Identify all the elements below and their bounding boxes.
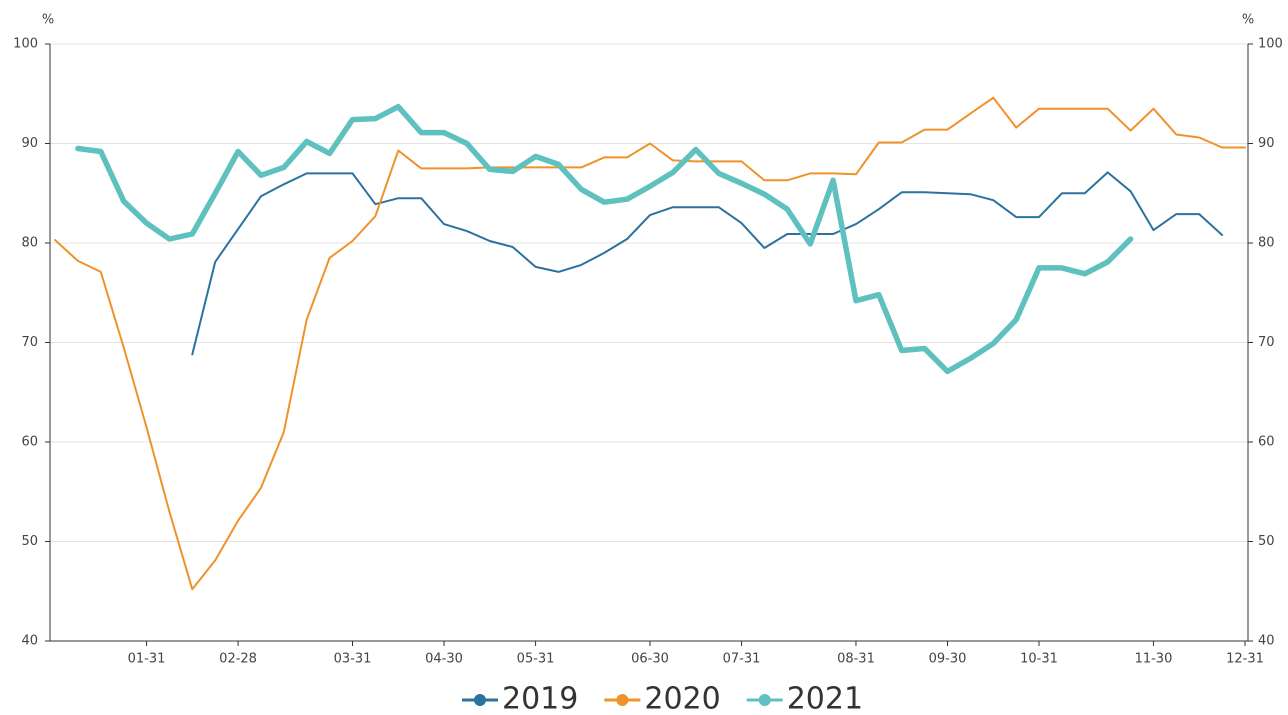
legend-label: 2019 xyxy=(502,682,578,715)
legend-label: 2021 xyxy=(787,682,863,715)
x-tick-label: 10-31 xyxy=(1020,652,1058,667)
series-line xyxy=(191,171,1224,356)
y2-axis-unit: % xyxy=(1242,13,1254,28)
series-line xyxy=(54,96,1246,591)
y2-tick-label: 50 xyxy=(1258,534,1275,549)
y-tick-label: 40 xyxy=(21,634,38,649)
x-tick-label: 03-31 xyxy=(334,652,372,667)
y-tick-label: 60 xyxy=(21,435,38,450)
x-tick-label: 01-31 xyxy=(128,652,166,667)
x-tick-label: 11-30 xyxy=(1135,652,1173,667)
x-tick-label: 08-31 xyxy=(837,652,875,667)
y2-tick-label: 90 xyxy=(1258,136,1275,151)
legend-marker xyxy=(758,694,771,706)
x-tick-label: 09-30 xyxy=(929,652,967,667)
x-tick-label: 06-30 xyxy=(631,652,669,667)
y-tick-label: 50 xyxy=(21,534,38,549)
y-tick-label: 70 xyxy=(21,335,38,350)
y2-tick-label: 100 xyxy=(1258,37,1283,52)
y-axis-unit: % xyxy=(42,13,54,28)
y2-tick-label: 80 xyxy=(1258,236,1275,251)
legend: 2019 2020 2021 xyxy=(462,682,863,715)
legend-marker xyxy=(474,694,486,706)
series-line xyxy=(75,103,1134,375)
y2-tick-label: 60 xyxy=(1258,435,1275,450)
y-tick-label: 80 xyxy=(21,236,38,251)
legend-marker xyxy=(616,694,629,706)
y2-tick-label: 40 xyxy=(1258,634,1275,649)
x-tick-label: 05-31 xyxy=(517,652,555,667)
x-tick-label: 07-31 xyxy=(723,652,761,667)
y-tick-label: 100 xyxy=(13,37,38,52)
y-tick-label: 90 xyxy=(21,136,38,151)
x-tick-label: 12-31 xyxy=(1226,652,1264,667)
x-tick-label: 04-30 xyxy=(425,652,463,667)
y2-tick-label: 70 xyxy=(1258,335,1275,350)
legend-label: 2020 xyxy=(644,682,720,715)
x-tick-label: 02-28 xyxy=(219,652,257,667)
